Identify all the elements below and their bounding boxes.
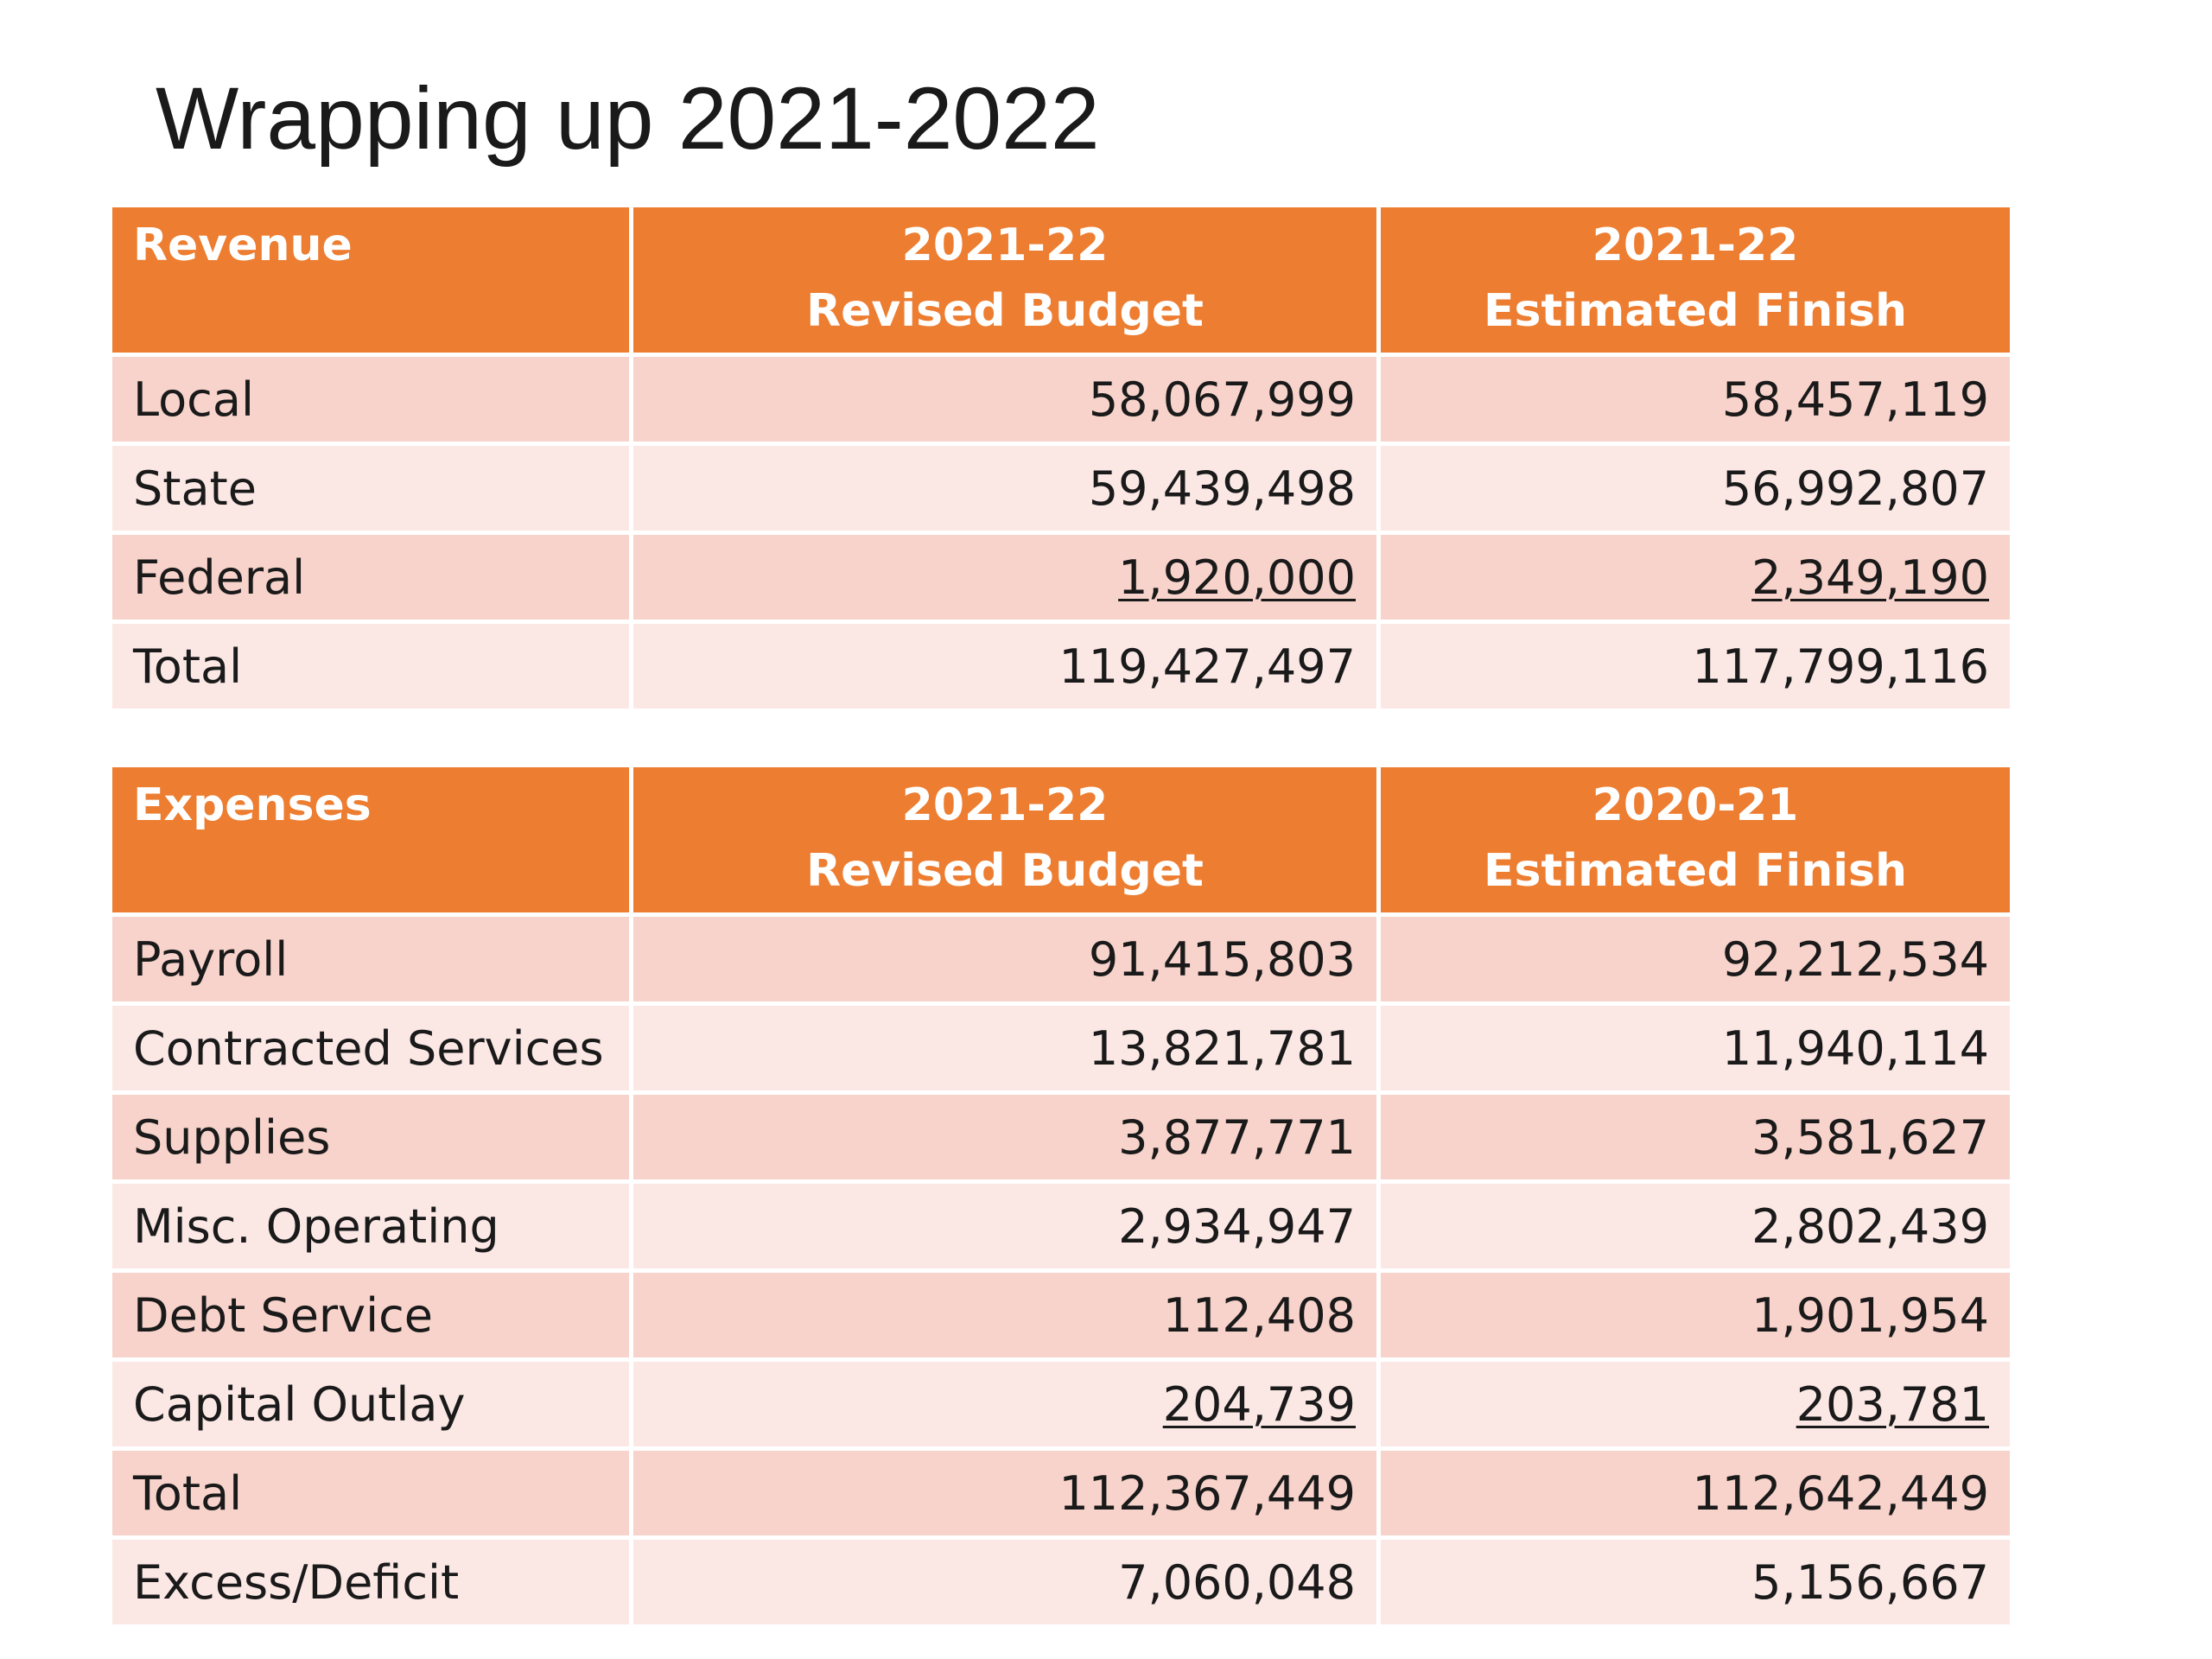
estimated-finish-value: 2,802,439 [1381, 1184, 2010, 1268]
slide-title: Wrapping up 2021-2022 [156, 69, 1100, 168]
revised-budget-value: 7,060,048 [633, 1540, 1376, 1624]
revenue-header-estimated-finish: 2021-22 Estimated Finish [1381, 207, 2010, 353]
expenses-row-payroll: Payroll 91,415,803 92,212,534 [112, 917, 2010, 1001]
row-label: State [112, 446, 629, 531]
row-label: Local [112, 357, 629, 442]
estimated-finish-value: 5,156,667 [1381, 1540, 2010, 1624]
expenses-header-label: Expenses [112, 767, 629, 912]
row-label: Federal [112, 535, 629, 620]
revised-budget-value: 59,439,498 [633, 446, 1376, 531]
expenses-header-estimated-finish: 2020-21 Estimated Finish [1381, 767, 2010, 912]
expenses-row-debt-service: Debt Service 112,408 1,901,954 [112, 1273, 2010, 1357]
revenue-header-label: Revenue [112, 207, 629, 353]
row-label: Payroll [112, 917, 629, 1001]
estimated-finish-value: 112,642,449 [1381, 1451, 2010, 1535]
revenue-row-local: Local 58,067,999 58,457,119 [112, 357, 2010, 442]
expenses-row-capital-outlay: Capital Outlay 204,739 203,781 [112, 1362, 2010, 1446]
revenue-row-federal: Federal 1,920,000 2,349,190 [112, 535, 2010, 620]
expenses-row-total: Total 112,367,449 112,642,449 [112, 1451, 2010, 1535]
expenses-table: Expenses 2021-22 Revised Budget 2020-21 … [108, 763, 2014, 1629]
row-label: Debt Service [112, 1273, 629, 1357]
estimated-finish-value: 11,940,114 [1381, 1006, 2010, 1090]
estimated-finish-value: 2,349,190 [1381, 535, 2010, 620]
revenue-table: Revenue 2021-22 Revised Budget 2021-22 E… [108, 203, 2014, 713]
row-label: Excess/Deficit [112, 1540, 629, 1624]
revenue-header-revised-budget: 2021-22 Revised Budget [633, 207, 1376, 353]
revised-budget-value: 204,739 [633, 1362, 1376, 1446]
revised-budget-value: 91,415,803 [633, 917, 1376, 1001]
revenue-row-total: Total 119,427,497 117,799,116 [112, 624, 2010, 709]
revised-budget-value: 112,367,449 [633, 1451, 1376, 1535]
revised-budget-value: 2,934,947 [633, 1184, 1376, 1268]
revised-budget-value: 58,067,999 [633, 357, 1376, 442]
row-label: Contracted Services [112, 1006, 629, 1090]
row-label: Supplies [112, 1095, 629, 1179]
expenses-row-excess-deficit: Excess/Deficit 7,060,048 5,156,667 [112, 1540, 2010, 1624]
estimated-finish-value: 92,212,534 [1381, 917, 2010, 1001]
expenses-header-revised-budget: 2021-22 Revised Budget [633, 767, 1376, 912]
expenses-row-misc-operating: Misc. Operating 2,934,947 2,802,439 [112, 1184, 2010, 1268]
expenses-row-supplies: Supplies 3,877,771 3,581,627 [112, 1095, 2010, 1179]
revised-budget-value: 3,877,771 [633, 1095, 1376, 1179]
expenses-header-row: Expenses 2021-22 Revised Budget 2020-21 … [112, 767, 2010, 912]
estimated-finish-value: 1,901,954 [1381, 1273, 2010, 1357]
expenses-row-contracted-services: Contracted Services 13,821,781 11,940,11… [112, 1006, 2010, 1090]
revised-budget-value: 1,920,000 [633, 535, 1376, 620]
row-label: Capital Outlay [112, 1362, 629, 1446]
row-label: Total [112, 624, 629, 709]
revenue-row-state: State 59,439,498 56,992,807 [112, 446, 2010, 531]
estimated-finish-value: 3,581,627 [1381, 1095, 2010, 1179]
estimated-finish-value: 56,992,807 [1381, 446, 2010, 531]
revised-budget-value: 112,408 [633, 1273, 1376, 1357]
revised-budget-value: 119,427,497 [633, 624, 1376, 709]
revenue-header-row: Revenue 2021-22 Revised Budget 2021-22 E… [112, 207, 2010, 353]
estimated-finish-value: 117,799,116 [1381, 624, 2010, 709]
estimated-finish-value: 58,457,119 [1381, 357, 2010, 442]
row-label: Total [112, 1451, 629, 1535]
estimated-finish-value: 203,781 [1381, 1362, 2010, 1446]
revised-budget-value: 13,821,781 [633, 1006, 1376, 1090]
row-label: Misc. Operating [112, 1184, 629, 1268]
